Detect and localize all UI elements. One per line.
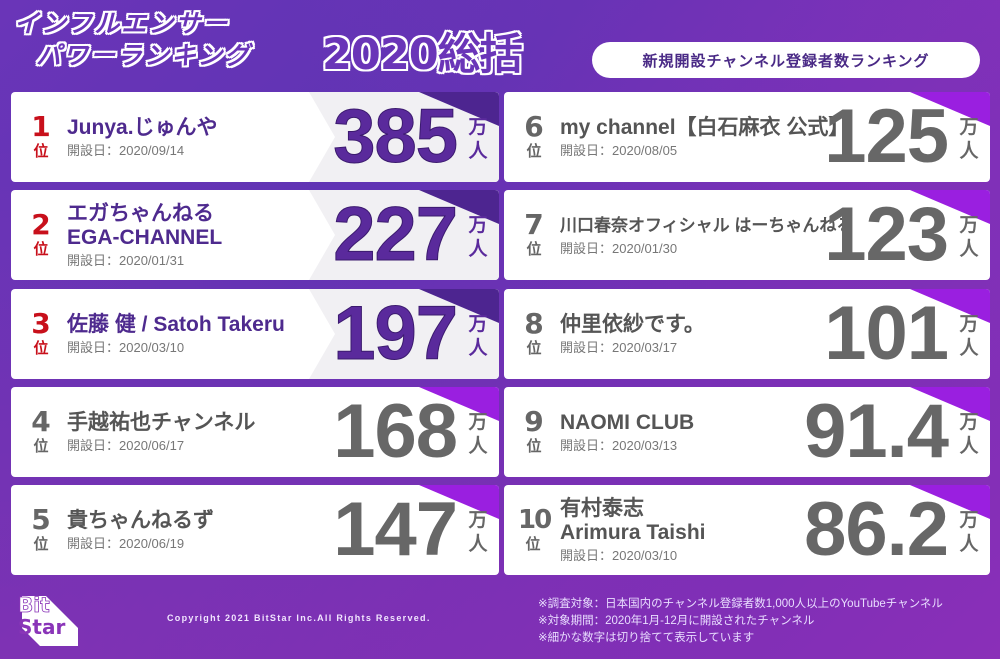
- subscriber-count: 147: [333, 487, 458, 572]
- title-line-1: インフルエンサー: [14, 9, 230, 38]
- unit-label: 万人: [468, 117, 488, 162]
- unit-label: 万人: [959, 314, 979, 359]
- ranking-card-10: 10 位 有村泰志 Arimura Taishi 開設日：2020/03/10 86.…: [504, 485, 990, 575]
- rank-number: 1: [31, 110, 51, 143]
- open-date: 開設日：2020/08/05: [560, 142, 678, 158]
- rank-number: 10: [518, 505, 552, 535]
- subscriber-count: 197: [333, 291, 459, 377]
- survey-notes: ※調査対象：日本国内のチャンネル登録者数1,000人以上のYouTubeチャンネ…: [538, 596, 943, 647]
- subscriber-count: 123: [824, 192, 949, 277]
- rank-suffix: 位: [526, 438, 542, 455]
- bitstar-logo-icon: Bit Star: [16, 588, 80, 646]
- subscriber-count: 168: [333, 389, 458, 474]
- note-line: ※対象期間：2020年1月-12月に開設されたチャンネル: [538, 615, 815, 627]
- channel-name: 有村泰志: [560, 496, 644, 520]
- open-date: 開設日：2020/03/13: [560, 437, 678, 453]
- copyright-text: Copyright 2021 BitStar Inc.All Rights Re…: [167, 613, 431, 623]
- channel-name: 貴ちゃんねるず: [67, 508, 214, 532]
- unit-label: 万人: [959, 412, 979, 457]
- title-line-2: パワーランキング: [36, 41, 252, 70]
- title-year: 2020総括: [322, 30, 523, 80]
- rank-suffix: 位: [525, 536, 541, 553]
- subtitle-badge: 新規開設チャンネル登録者数ランキング: [592, 42, 980, 78]
- channel-name: 佐藤 健 / Satoh Takeru: [67, 312, 285, 336]
- open-date: 開設日：2020/06/17: [67, 437, 185, 453]
- rank-number: 3: [31, 307, 51, 340]
- rank-number: 8: [524, 307, 544, 340]
- open-date: 開設日：2020/01/31: [67, 252, 185, 268]
- rank-suffix: 位: [526, 143, 542, 160]
- unit-label: 万人: [959, 510, 979, 555]
- open-date: 開設日：2020/03/10: [67, 339, 185, 355]
- unit-label: 万人: [468, 412, 488, 457]
- rank-number: 6: [524, 110, 544, 143]
- channel-name: エガちゃんねる: [67, 201, 214, 225]
- channel-name: NAOMI CLUB: [560, 410, 695, 434]
- rank-suffix: 位: [33, 438, 49, 455]
- subscriber-count: 227: [333, 192, 459, 278]
- rank-suffix: 位: [526, 340, 542, 357]
- rank-suffix: 位: [33, 241, 49, 258]
- rank-suffix: 位: [33, 340, 49, 357]
- rank-number: 4: [31, 405, 51, 438]
- unit-label: 万人: [468, 314, 488, 359]
- unit-label: 万人: [959, 215, 979, 260]
- unit-label: 万人: [959, 117, 979, 162]
- open-date: 開設日：2020/06/19: [67, 535, 185, 551]
- rank-suffix: 位: [33, 536, 49, 553]
- svg-text:Star: Star: [18, 615, 65, 639]
- channel-name: Junya.じゅんや: [67, 115, 218, 139]
- rank-suffix: 位: [526, 241, 542, 258]
- note-line: ※調査対象：日本国内のチャンネル登録者数1,000人以上のYouTubeチャンネ…: [538, 598, 943, 610]
- subscriber-count: 101: [824, 291, 949, 376]
- channel-name: 仲里依紗です。: [560, 312, 705, 336]
- unit-label: 万人: [468, 510, 488, 555]
- channel-name-en: EGA-CHANNEL: [67, 225, 223, 249]
- rank-number: 7: [524, 208, 544, 241]
- svg-text:Bit: Bit: [18, 593, 50, 617]
- subscriber-count: 86.2: [804, 487, 949, 572]
- note-line: ※細かな数字は切り捨てて表示しています: [538, 632, 755, 644]
- subscriber-count: 385: [333, 94, 459, 180]
- open-date: 開設日：2020/03/17: [560, 339, 678, 355]
- subscriber-count: 91.4: [804, 389, 949, 474]
- channel-name-en: Arimura Taishi: [560, 520, 706, 544]
- rank-suffix: 位: [33, 143, 49, 160]
- open-date: 開設日：2020/09/14: [67, 142, 185, 158]
- channel-name: my channel【白石麻衣 公式】: [560, 115, 850, 139]
- subtitle-text: 新規開設チャンネル登録者数ランキング: [642, 52, 930, 70]
- unit-label: 万人: [468, 215, 488, 260]
- rank-number: 5: [31, 503, 51, 536]
- open-date: 開設日：2020/03/10: [560, 547, 678, 563]
- open-date: 開設日：2020/01/30: [560, 240, 678, 256]
- subscriber-count: 125: [824, 94, 949, 179]
- rank-number: 9: [524, 405, 544, 438]
- rank-number: 2: [31, 208, 51, 241]
- channel-name: 川口春奈オフィシャル はーちゃんねる: [560, 215, 854, 235]
- rank-badge: 10 位: [518, 505, 552, 555]
- channel-name: 手越祐也チャンネル: [67, 410, 256, 434]
- page-title: インフルエンサー パワーランキング: [14, 8, 251, 72]
